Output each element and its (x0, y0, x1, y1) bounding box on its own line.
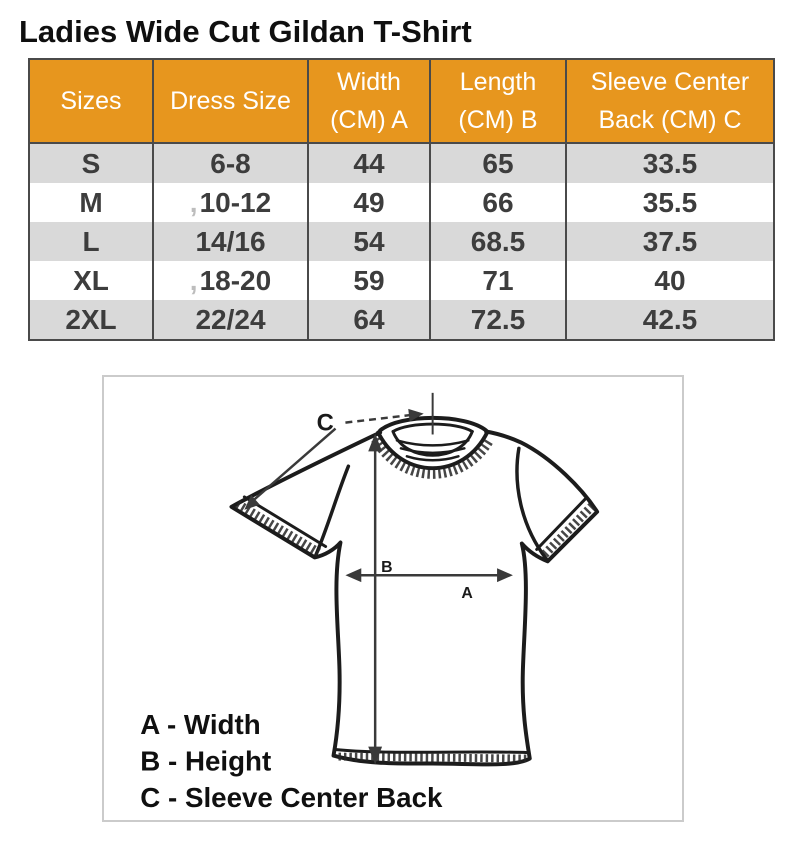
measure-a-arrowhead-left (345, 568, 362, 583)
size-chart-table: Sizes Dress Size Width (CM) A Length (CM… (28, 58, 775, 341)
label-b: B (381, 559, 392, 576)
dress-size-prefix: , (189, 186, 198, 218)
dress-size-cell: 6-8 (152, 143, 308, 183)
table-row: 2XL 22/24 64 72.5 42.5 (29, 300, 774, 340)
sleeve-cell: 42.5 (565, 300, 774, 340)
width-cell: 59 (307, 261, 430, 300)
hem-hatch (338, 752, 527, 763)
width-cell: 49 (307, 183, 430, 222)
label-c: C (317, 410, 334, 437)
measure-b-arrowhead-bottom (368, 746, 383, 765)
dress-size-cell: ,18-20 (152, 261, 308, 300)
collar-hatch (371, 437, 495, 479)
size-cell: M (29, 183, 153, 222)
header-line: Width (337, 68, 401, 96)
left-cuff-hatch (235, 500, 321, 557)
header-line: Sleeve Center (590, 68, 750, 96)
measurement-lines (244, 392, 513, 765)
header-line: (CM) A (330, 106, 408, 134)
column-header-sleeve-center-back: Sleeve Center Back (CM) C (565, 59, 774, 144)
right-cuff-hatch (539, 502, 596, 560)
measure-b-arrowhead-top (368, 433, 383, 452)
size-cell: L (29, 222, 153, 261)
legend-a-width: A - Width (140, 709, 260, 740)
sleeve-cell: 33.5 (565, 143, 774, 183)
hem-band-top-edge (335, 748, 530, 755)
header-line: Sizes (60, 87, 122, 115)
sleeve-cell: 35.5 (565, 183, 774, 222)
measure-c-line (248, 427, 337, 505)
dress-size-cell: ,10-12 (152, 183, 308, 222)
collar-rib-line (395, 439, 470, 447)
right-cuff-inner-edge (535, 496, 588, 551)
rib-hatching (235, 437, 596, 763)
length-cell: 66 (429, 183, 566, 222)
measure-c-arrowhead (408, 408, 424, 422)
width-cell: 54 (307, 222, 430, 261)
width-cell: 64 (307, 300, 430, 340)
collar-rib-line (405, 455, 460, 462)
tshirt-diagram-svg: C B A A - Width B - Height C - Sleeve Ce… (140, 392, 600, 813)
measurement-diagram: C B A A - Width B - Height C - Sleeve Ce… (102, 375, 684, 822)
sleeve-cell: 40 (565, 261, 774, 300)
column-header-width: Width (CM) A (307, 59, 430, 144)
column-header-dress-size: Dress Size (152, 59, 308, 144)
dress-size-value: 14/16 (195, 225, 266, 257)
tshirt-body (229, 429, 600, 767)
header-line: Dress Size (170, 87, 291, 115)
sleeve-cell: 37.5 (565, 222, 774, 261)
dress-size-value: 10-12 (199, 186, 272, 218)
size-cell: 2XL (29, 300, 153, 340)
measure-a-arrowhead-right (497, 568, 513, 583)
table-row: XL ,18-20 59 71 40 (29, 261, 774, 300)
dress-size-cell: 14/16 (152, 222, 308, 261)
length-cell: 72.5 (429, 300, 566, 340)
dress-size-value: 18-20 (199, 264, 272, 296)
header-line: (CM) B (458, 106, 538, 134)
size-cell: S (29, 143, 153, 183)
legend-b-height: B - Height (140, 745, 271, 776)
dress-size-value: 22/24 (195, 303, 266, 335)
table-row: M ,10-12 49 66 35.5 (29, 183, 774, 222)
measure-c-arrowhead (244, 495, 260, 510)
column-header-length: Length (CM) B (429, 59, 566, 144)
table-row: S 6-8 44 65 33.5 (29, 143, 774, 183)
collar-rib-line (399, 447, 466, 454)
page-title: Ladies Wide Cut Gildan T-Shirt (19, 14, 472, 49)
left-armhole-seam (313, 464, 351, 558)
size-cell: XL (29, 261, 153, 300)
width-cell: 44 (307, 143, 430, 183)
dress-size-cell: 22/24 (152, 300, 308, 340)
length-cell: 68.5 (429, 222, 566, 261)
header-line: Back (CM) C (598, 106, 742, 134)
collar-outer-bottom (376, 430, 490, 470)
legend-c-sleeve-center-back: C - Sleeve Center Back (140, 782, 443, 813)
table-row: L 14/16 54 68.5 37.5 (29, 222, 774, 261)
length-cell: 65 (429, 143, 566, 183)
column-header-sizes: Sizes (29, 59, 153, 144)
dress-size-value: 6-8 (210, 147, 251, 179)
length-cell: 71 (429, 261, 566, 300)
dress-size-prefix: , (189, 264, 198, 296)
header-row: Sizes Dress Size Width (CM) A Length (CM… (29, 59, 774, 144)
label-a: A (461, 585, 473, 602)
header-line: Length (459, 68, 537, 96)
